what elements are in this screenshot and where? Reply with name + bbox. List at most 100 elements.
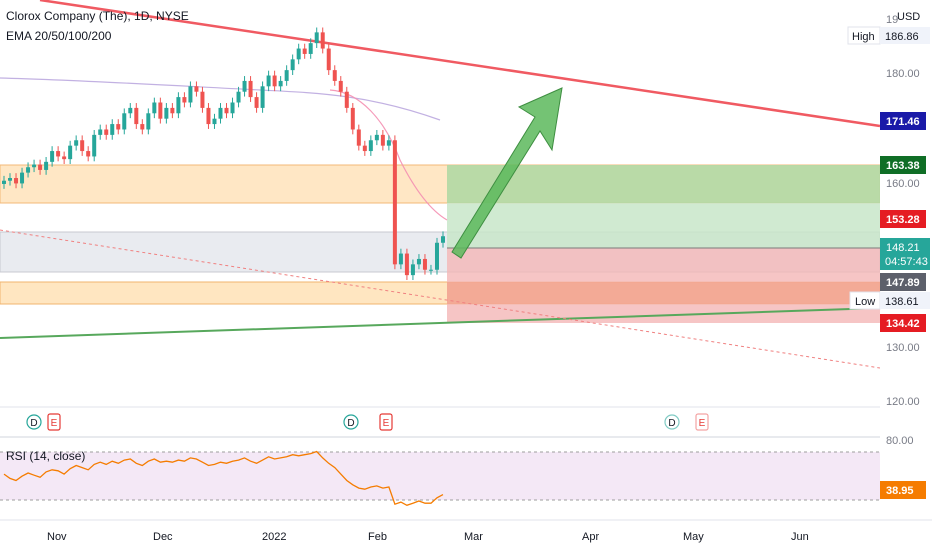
price-tick-190: 19 xyxy=(886,14,898,26)
candle-body xyxy=(182,97,187,103)
candle-body xyxy=(404,253,409,276)
candle-body xyxy=(344,91,349,108)
candle-body xyxy=(146,113,151,130)
candle-body xyxy=(272,75,277,87)
candle-body xyxy=(314,32,319,44)
candle-body xyxy=(8,178,13,181)
event-marker-letter: E xyxy=(699,418,706,429)
tag-stop: 134.42 xyxy=(886,318,920,330)
indicator-label[interactable]: EMA 20/50/100/200 xyxy=(6,29,112,43)
projection-arrow-shape xyxy=(451,87,563,259)
candle-body xyxy=(416,258,421,265)
dividend-marker[interactable]: D xyxy=(343,414,359,430)
tag-entry: 147.89 xyxy=(886,277,920,289)
price-tags: 171.46 163.38 153.28 148.21 04:57:43 147… xyxy=(880,112,930,499)
candle-body xyxy=(434,242,439,270)
candle-body xyxy=(320,32,325,49)
candle-body xyxy=(170,107,175,114)
candle-body xyxy=(206,107,211,125)
candle-body xyxy=(188,86,193,103)
candle-body xyxy=(422,258,427,270)
candle-body xyxy=(176,97,181,114)
time-label-mar: Mar xyxy=(464,531,483,543)
rsi-pane xyxy=(0,450,880,507)
time-axis: Nov Dec 2022 Feb Mar Apr May Jun xyxy=(0,519,932,543)
tag-last-bg xyxy=(880,238,930,270)
candle-body xyxy=(92,134,97,157)
candle-body xyxy=(20,172,25,184)
price-tick-120: 120.00 xyxy=(886,396,920,408)
tag-resistance-bg xyxy=(880,112,926,130)
earnings-marker-shape xyxy=(695,413,709,431)
tag-rsi-value: 38.95 xyxy=(886,485,914,497)
candle-body xyxy=(68,145,73,160)
dividend-marker-shape xyxy=(343,414,359,430)
candle-body xyxy=(380,134,385,146)
dividend-marker[interactable]: D xyxy=(664,414,680,430)
candle-body xyxy=(80,140,85,152)
dashed-trendline xyxy=(0,229,881,369)
resistance-trendline xyxy=(39,0,881,128)
candle-body xyxy=(230,102,235,114)
candle-body xyxy=(332,70,337,81)
event-marker-letter: E xyxy=(51,418,58,429)
event-marker-letter: E xyxy=(383,418,390,429)
candle-body xyxy=(308,43,313,54)
earnings-marker-shape xyxy=(379,413,393,431)
high-label-group: High 186.86 xyxy=(847,26,930,45)
candle-body xyxy=(212,118,217,125)
candle-body xyxy=(116,124,121,130)
tag-last-price: 148.21 xyxy=(886,242,920,254)
earnings-marker-shape xyxy=(47,413,61,431)
rsi-line xyxy=(3,450,444,507)
low-label: Low xyxy=(855,296,875,308)
price-tick-130: 130.00 xyxy=(886,342,920,354)
tag-entry-bg xyxy=(880,273,926,291)
tag-countdown: 04:57:43 xyxy=(885,256,928,268)
candle-body xyxy=(368,140,373,152)
tag-resistance: 171.46 xyxy=(886,116,920,128)
symbol-title[interactable]: Clorox Company (The), 1D, NYSE xyxy=(6,9,189,23)
candle-body xyxy=(140,124,145,130)
stop-zone-inner xyxy=(447,282,880,304)
low-label-group: Low 138.61 xyxy=(849,291,930,310)
tag-target-bg xyxy=(880,156,926,174)
candle-body xyxy=(38,164,43,170)
candle-body xyxy=(152,102,157,114)
candle-body xyxy=(110,124,115,135)
rsi-title[interactable]: RSI (14, close) xyxy=(6,449,86,463)
candle-body xyxy=(392,140,397,265)
candle-body xyxy=(128,107,133,114)
candles xyxy=(2,27,445,280)
candle-body xyxy=(32,164,37,168)
candle-body xyxy=(296,48,301,60)
candle-body xyxy=(278,80,283,87)
candle-body xyxy=(134,107,139,125)
event-marker-letter: D xyxy=(668,418,675,429)
tag-stop-bg xyxy=(880,314,926,332)
time-label-2022: 2022 xyxy=(262,531,286,543)
price-tick-160: 160.00 xyxy=(886,178,920,190)
dividend-marker-shape xyxy=(26,414,42,430)
earnings-marker[interactable]: E xyxy=(379,413,393,431)
time-label-nov: Nov xyxy=(47,531,67,543)
zones xyxy=(0,164,881,323)
target-zone-inner xyxy=(447,165,880,203)
tag-target: 163.38 xyxy=(886,160,920,172)
candle-body xyxy=(14,178,19,184)
dividend-marker[interactable]: D xyxy=(26,414,42,430)
candle-body xyxy=(248,80,253,98)
candle-body xyxy=(260,86,265,108)
time-label-may: May xyxy=(683,531,704,543)
earnings-marker[interactable]: E xyxy=(695,413,709,431)
candle-body xyxy=(266,75,271,87)
projection-arrow xyxy=(451,87,563,259)
currency-label: USD xyxy=(897,11,920,23)
earnings-marker[interactable]: E xyxy=(47,413,61,431)
candle-body xyxy=(104,129,109,135)
candle-body xyxy=(194,86,199,92)
candle-body xyxy=(2,180,6,184)
low-value: 138.61 xyxy=(885,296,919,308)
